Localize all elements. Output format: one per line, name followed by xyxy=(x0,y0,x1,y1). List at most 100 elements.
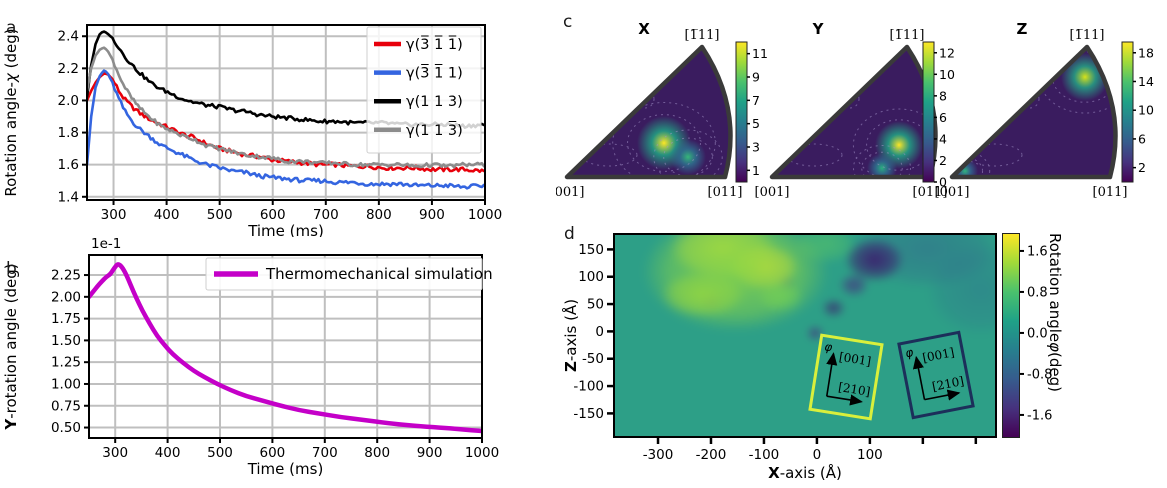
x-tick-label: 1000 xyxy=(468,207,502,223)
y-tick-label: 2.0 xyxy=(58,93,79,109)
x-tick-label: 700 xyxy=(313,207,339,223)
ipf-colorbar xyxy=(1121,41,1134,183)
rotation-angle-chi-chart: 300 400 500 600 700 800 900 1000 1.4 1.6 1.8 2.0 2.2… xyxy=(0,0,562,241)
colorbar-tick-label: 8 xyxy=(939,88,947,103)
direction-210-label: [210] xyxy=(837,380,871,399)
x-axis-label: X-axis (Å) xyxy=(768,463,842,482)
x-tick-label: 500 xyxy=(207,445,233,461)
colorbar-tick-label: 1 xyxy=(752,163,760,178)
ipf-title: Z xyxy=(1017,20,1028,38)
y-tick-label: 50 xyxy=(587,297,604,313)
y-tick-label: -50 xyxy=(582,351,604,367)
x-tick-label: 100 xyxy=(857,447,883,463)
ipf-y: [1̅11] [001] [011] xyxy=(755,28,948,200)
x-tick-label: 600 xyxy=(260,207,286,223)
x-tick-label: 0 xyxy=(813,447,822,463)
inset-axes-2: φ [001] [210] xyxy=(904,345,965,401)
corner-label-bottom-left: [001] xyxy=(556,185,584,200)
x-tick-label: 900 xyxy=(419,207,445,223)
panel-d: d φ [001] [210] xyxy=(562,212,1167,488)
y-tick-label: 1.4 xyxy=(58,189,79,205)
y-tick-label: -150 xyxy=(573,406,604,422)
x-tick-label: 800 xyxy=(364,445,390,461)
colorbar-label-part: φ xyxy=(1046,342,1064,353)
corner-label-top: [1̅11] xyxy=(1070,28,1105,43)
colorbar-label-part: Rotation angle xyxy=(1046,233,1064,343)
ipf-colorbar xyxy=(922,41,935,183)
x-tick-label: 600 xyxy=(260,445,286,461)
panel-b: b 300 400 500 600 700 800 900 1000 0.50 0.75 1.00 1… xyxy=(0,236,562,488)
corner-label-top: [1̅11] xyxy=(685,28,720,43)
y-axis-label: Z-axis (Å) xyxy=(562,299,580,372)
y-tick-label: -100 xyxy=(573,379,604,395)
y-tick-label: 150 xyxy=(578,242,604,258)
y-tick-label: 2.4 xyxy=(58,29,79,45)
axis-210-arrow xyxy=(826,394,863,406)
ipf-row-svg: [1̅11][001][011]X1357911[1̅11][001][011]… xyxy=(550,20,1154,200)
legend-label-1: γ(3̅ 1̅ 1) xyxy=(406,64,463,82)
colorbar-tick-label: 2 xyxy=(1138,160,1146,175)
phi-symbol: φ xyxy=(904,345,915,360)
colorbar-tick-label: 6 xyxy=(1138,131,1146,146)
y-tick-label: 0 xyxy=(595,324,604,340)
legend-box xyxy=(205,257,483,291)
crystal-orientation-inset-yellow: φ [001] [210] xyxy=(808,333,884,421)
legend-label-0: γ(3̅ 1̅ 1̅) xyxy=(406,35,463,53)
rotation-map-heatmap xyxy=(613,233,997,438)
series-3 xyxy=(87,46,485,169)
x-tick-label: 900 xyxy=(417,445,443,461)
y-tick-label: 1.6 xyxy=(58,157,79,173)
axis-001-arrow xyxy=(825,352,838,397)
panel-a: a 300 400 500 600 700 800 900 1000 1.4 1.6 1.8 2.0 2… xyxy=(0,0,562,240)
panel-letter-a: a xyxy=(6,18,17,38)
colorbar-tick-label: 11 xyxy=(752,46,768,61)
colorbar-label-part: (deg) xyxy=(1046,352,1064,393)
legend-label-0: Thermomechanical simulation xyxy=(265,265,493,283)
ipf-title: Y xyxy=(812,20,825,38)
legend-label-2: γ(1 1 3) xyxy=(406,94,463,110)
y-axis-label: Y-rotation angle (deg) xyxy=(2,263,20,430)
y-tick-label: 2.25 xyxy=(51,268,81,284)
y-rotation-angle-chart: 300 400 500 600 700 800 900 1000 0.50 0.75 1.00 1.2… xyxy=(0,236,562,488)
ipf-triangle-border xyxy=(564,44,733,180)
axis-210-arrow xyxy=(924,389,961,401)
series-0 xyxy=(89,262,482,434)
ipf-x: [1̅11] [001] [011] xyxy=(550,28,743,200)
colorbar-tick-label: 1.6 xyxy=(1027,244,1048,259)
y-tick-label: 1.50 xyxy=(51,333,81,349)
heatmap-blobs xyxy=(613,233,997,438)
legend-box xyxy=(366,26,482,154)
colorbar-tick-label: 12 xyxy=(939,45,955,60)
colorbar-tick-label: 10 xyxy=(939,67,955,82)
y-tick-label: 0.50 xyxy=(51,420,81,436)
y-tick-label: 1.25 xyxy=(51,355,81,371)
inverse-pole-figures: [1̅11][001][011]X1357911[1̅11][001][011]… xyxy=(550,0,1167,216)
plot-border xyxy=(86,24,486,201)
y-tick-label: 2.00 xyxy=(51,289,81,305)
y-tick-label: 100 xyxy=(578,269,604,285)
y-tick-label: 2.2 xyxy=(58,61,79,77)
colorbar-tick-label: 10 xyxy=(1138,103,1154,118)
y-axis-label: Rotation angle-χ (deg) xyxy=(2,28,20,196)
ipf-z: [1̅11] [001] [011] xyxy=(935,28,1128,200)
x-tick-label: -200 xyxy=(696,447,727,463)
colorbar-tick-label: 5 xyxy=(752,116,760,131)
x-tick-label: 1000 xyxy=(465,445,499,461)
colorbar-tick-label: 3 xyxy=(752,140,760,155)
rotation-colorbar xyxy=(1002,233,1020,438)
x-tick-label: 500 xyxy=(207,207,233,223)
x-axis-label: Time (ms) xyxy=(247,222,324,237)
direction-210-label: [210] xyxy=(931,374,965,394)
x-tick-label: -300 xyxy=(643,447,674,463)
y-tick-label: 1.00 xyxy=(51,376,81,392)
direction-001-label: [001] xyxy=(921,345,955,365)
crystal-orientation-inset-navy: φ [001] [210] xyxy=(897,330,975,420)
legend-label-3: γ(1 1 3̅) xyxy=(406,121,463,139)
panel-letter-d: d xyxy=(564,224,575,244)
panel-letter-c: c xyxy=(563,12,573,32)
colorbar-tick-label: 0 xyxy=(939,175,947,190)
density-hotspot xyxy=(670,139,706,175)
inset-axes-1: φ [001] [210] xyxy=(823,339,872,406)
colorbar-tick-label: 6 xyxy=(939,110,947,125)
corner-label-bottom-right: [011] xyxy=(1093,185,1128,200)
